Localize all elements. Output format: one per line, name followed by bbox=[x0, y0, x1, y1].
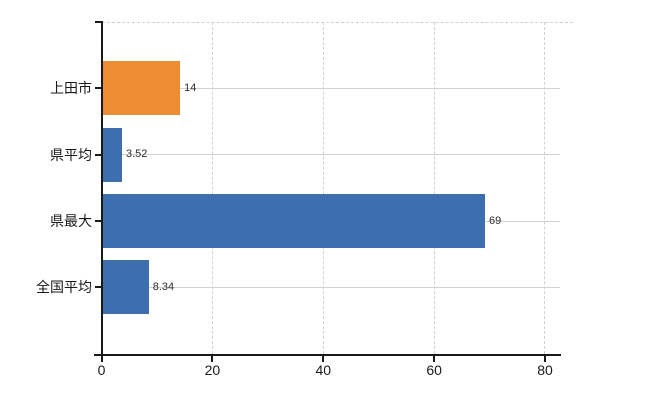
x-axis-tick bbox=[211, 356, 214, 362]
category-label: 上田市 bbox=[50, 80, 92, 97]
category-label: 県平均 bbox=[50, 146, 92, 163]
bar-上田市 bbox=[102, 61, 181, 116]
y-axis-tick bbox=[94, 220, 101, 222]
bar-value-label: 3.52 bbox=[126, 148, 148, 161]
bar-value-label: 69 bbox=[489, 214, 502, 227]
gridline-vertical bbox=[544, 22, 546, 354]
bar-全国平均 bbox=[102, 260, 149, 315]
gridline-vertical bbox=[433, 22, 435, 354]
x-tick-label: 20 bbox=[204, 362, 221, 378]
y-axis bbox=[100, 21, 103, 356]
bar-value-label: 14 bbox=[184, 81, 197, 94]
category-label: 県最大 bbox=[50, 213, 92, 229]
y-axis-tick bbox=[94, 20, 101, 23]
x-tick-label: 80 bbox=[537, 362, 553, 378]
category-label: 全国平均 bbox=[36, 279, 92, 296]
x-axis-tick bbox=[100, 356, 103, 362]
gridline-vertical bbox=[322, 22, 324, 354]
bar-value-label: 8.34 bbox=[152, 280, 175, 293]
gridline-horizontal bbox=[102, 87, 560, 89]
y-axis-tick bbox=[94, 153, 101, 156]
y-axis-tick bbox=[94, 87, 101, 90]
bar-県最大 bbox=[102, 194, 485, 248]
x-tick-label: 40 bbox=[315, 362, 332, 378]
bar-県平均 bbox=[102, 127, 122, 182]
gridline-vertical bbox=[211, 22, 213, 354]
gridline-horizontal bbox=[102, 154, 560, 156]
plot-top-border bbox=[101, 21, 573, 23]
y-axis-tick bbox=[94, 286, 101, 289]
x-axis-tick bbox=[433, 356, 436, 362]
x-tick-label: 0 bbox=[97, 362, 106, 378]
gridline-horizontal bbox=[102, 286, 560, 288]
x-axis-tick bbox=[322, 356, 325, 362]
x-axis-tick bbox=[543, 356, 546, 362]
x-axis bbox=[94, 354, 561, 356]
x-tick-label: 60 bbox=[426, 362, 442, 378]
